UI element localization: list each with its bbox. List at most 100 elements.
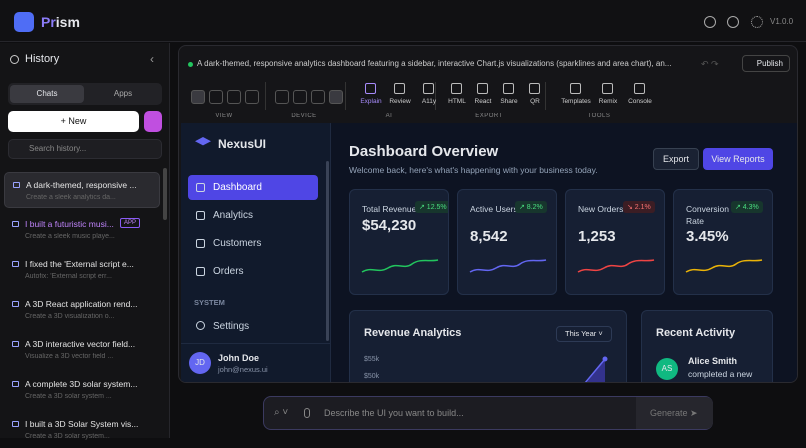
card-value: $54,230 [362, 217, 417, 234]
nav-label: Analytics [213, 210, 254, 221]
card-label: Conversion Rate [686, 204, 729, 226]
item-title: A 3D React application rend... [25, 299, 138, 309]
history-item[interactable]: A dark-themed, responsive ... Create a sl… [4, 172, 160, 208]
mic-button[interactable] [144, 111, 162, 132]
user-email: john@nexus.ui [218, 365, 268, 374]
toolbar-group-label: DEVICE [291, 113, 317, 119]
new-button[interactable]: + New [8, 111, 139, 132]
tool-icon[interactable] [602, 83, 613, 94]
tab-group: Chats Apps [8, 83, 162, 105]
tool-button[interactable]: Console [628, 98, 652, 105]
composer: ⌕ ˅ Describe the UI you want to build...… [263, 396, 713, 430]
sparkline [577, 259, 655, 273]
attach-button[interactable]: ⌕ ˅ [274, 407, 289, 418]
brand-accent: Pr [41, 14, 56, 30]
nav-item[interactable]: Dashboard [188, 175, 318, 200]
tool-button[interactable]: Share [500, 98, 518, 105]
sparkline [685, 259, 763, 273]
composer-input[interactable]: Describe the UI you want to build... [324, 408, 464, 418]
tab[interactable]: Apps [113, 89, 133, 98]
stat-card: Conversion Rate ↗ 4.3% 3.45% [673, 189, 773, 295]
separator [265, 82, 266, 110]
history-item[interactable]: A complete 3D solar system... Create a 3D… [4, 372, 160, 408]
toolbar-group-label: TOOLS [587, 113, 611, 119]
tool-button[interactable]: React [474, 98, 492, 105]
palette-icon[interactable] [727, 16, 739, 28]
activity-panel: Recent Activity AS Alice Smith completed… [641, 310, 773, 382]
publish-button[interactable]: Publish [742, 55, 790, 72]
divider [181, 343, 331, 344]
tool-icon[interactable] [529, 83, 540, 94]
history-item[interactable]: I built a futuristic musi... APP Create a … [4, 212, 160, 248]
tool-icon[interactable] [477, 83, 488, 94]
nav-icon [196, 267, 205, 276]
nav-item[interactable]: Analytics [188, 203, 318, 228]
preview-sidebar: NexusUI SYSTEM Settings JD John Doe john… [181, 123, 331, 382]
theme-icon[interactable] [751, 16, 763, 28]
period: This Year [565, 329, 597, 338]
history-item[interactable]: A 3D interactive vector field... Visualiz… [4, 332, 160, 368]
device-button[interactable] [293, 90, 307, 104]
collapse-button[interactable]: ‹ [150, 52, 154, 66]
device-button[interactable] [311, 90, 325, 104]
tool-icon[interactable] [503, 83, 514, 94]
view-reports-button[interactable]: View Reports [703, 148, 773, 170]
item-subtitle: Visualize a 3D vector field ... [25, 353, 114, 360]
card-value: 8,542 [470, 228, 508, 245]
tool-icon[interactable] [570, 83, 581, 94]
nav-label: Dashboard [213, 182, 262, 193]
prompt-text: A dark-themed, responsive analytics dash… [197, 59, 672, 68]
tool-icon[interactable] [423, 83, 434, 94]
device-button[interactable] [275, 90, 289, 104]
nav-item[interactable]: Orders [188, 259, 318, 284]
nexus-logo [195, 137, 211, 146]
tool-icon[interactable] [365, 83, 376, 94]
nav-item[interactable]: Customers [188, 231, 318, 256]
history-item[interactable]: I built a 3D Solar System vis... Create a… [4, 412, 160, 448]
tool-icon[interactable] [394, 83, 405, 94]
history-icon [10, 55, 19, 64]
help-icon[interactable] [704, 16, 716, 28]
search-input[interactable]: Search history... [8, 139, 162, 159]
nexus-brand: NexusUI [218, 137, 267, 151]
view-button[interactable] [245, 90, 259, 104]
change-badge: ↗ 4.3% [731, 201, 763, 213]
view-button[interactable] [191, 90, 205, 104]
chat-icon [12, 221, 19, 227]
history-item[interactable]: A 3D React application rend... Create a 3… [4, 292, 160, 328]
device-button[interactable] [329, 90, 343, 104]
card-label: Active Users [470, 204, 518, 214]
nav-label: Orders [213, 266, 244, 277]
card-value: 3.45% [686, 228, 729, 245]
tool-button[interactable]: HTML [448, 98, 466, 105]
separator [345, 82, 346, 110]
mic-button[interactable] [304, 408, 310, 418]
tool-button[interactable]: QR [530, 98, 540, 105]
view-button[interactable] [227, 90, 241, 104]
stat-card: Total Revenue ↗ 12.5% $54,230 [349, 189, 449, 295]
tool-icon[interactable] [634, 83, 645, 94]
item-subtitle: Create a 3D solar system... [25, 433, 110, 440]
avatar: AS [656, 358, 678, 380]
tool-button[interactable]: Review [389, 98, 411, 105]
export-button[interactable]: Export [653, 148, 699, 170]
chat-icon [12, 301, 19, 307]
tool-icon[interactable] [451, 83, 462, 94]
undo-button[interactable]: ↶ ↷ [701, 59, 719, 69]
view-button[interactable] [209, 90, 223, 104]
history-item[interactable]: I fixed the 'External script e... Autofix… [4, 252, 160, 288]
nav-item[interactable]: Settings [213, 321, 250, 332]
toolbar-group-label: EXPORT [475, 113, 503, 119]
brand: Prism [41, 14, 80, 30]
tool-button[interactable]: A11y [421, 98, 437, 105]
generate-button[interactable]: Generate ➤ [636, 397, 713, 429]
tab[interactable]: Chats [10, 85, 84, 103]
chat-icon [12, 381, 19, 387]
tool-button[interactable]: Templates [561, 98, 591, 105]
nav-section: SYSTEM [194, 298, 225, 307]
tool-button[interactable]: Explain [360, 98, 382, 105]
change-badge: ↘ 2.1% [623, 201, 655, 213]
tool-button[interactable]: Remix [598, 98, 618, 105]
user-name: John Doe [218, 353, 260, 363]
period-select[interactable]: This Year ˅ [556, 326, 612, 342]
